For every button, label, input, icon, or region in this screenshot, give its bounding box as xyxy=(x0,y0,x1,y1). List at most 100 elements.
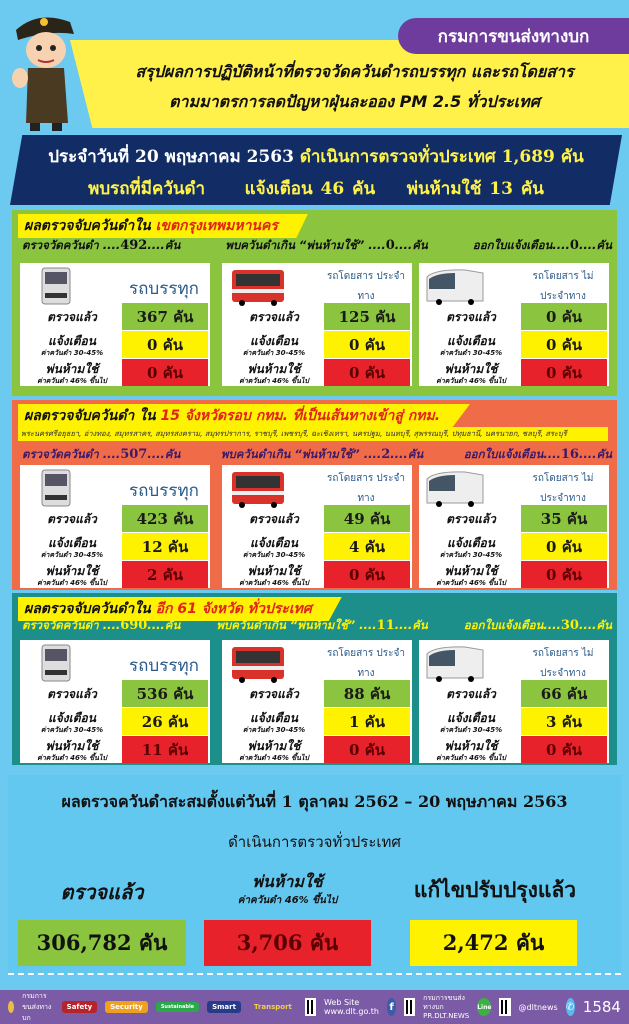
vehicle-type: รถโดยสาร ไม่ประจำทาง xyxy=(532,648,594,679)
city-bus-card: รถโดยสาร ประจำทาง ตรวจแล้ว 49 คัน แจ้งเตื… xyxy=(222,465,412,588)
vehicle-type: รถโดยสาร ประจำทาง xyxy=(327,473,405,504)
section-stats: ตรวจวัดควันดำ ....690....คัน พบควันดำเกิ… xyxy=(22,617,612,635)
officer-mascot-icon xyxy=(12,17,74,131)
row-checked: ตรวจแล้ว 35 คัน xyxy=(419,505,609,533)
header-title-line2: ตามมาตรการลดปัญหาฝุ่นละออง PM 2.5 ทั่วปร… xyxy=(169,92,540,111)
warned-label: แจ้งเตือน ค่าควันดำ 30-45% xyxy=(439,334,503,357)
stat-measured: ตรวจวัดควันดำ ....492....คัน xyxy=(22,238,181,253)
banned-value: 2 คัน xyxy=(122,561,208,588)
city-bus-icon xyxy=(232,270,284,306)
banned-label: พ่นห้ามใช้ ค่าควันดำ 46% ขึ้นไป xyxy=(239,739,309,762)
stat-warned: ออกใบแจ้งเตือน....30....คัน xyxy=(463,618,612,633)
banned-label: พ่นห้ามใช้ ค่าควันดำ 46% ขึ้นไป xyxy=(436,564,506,587)
line-icon[interactable]: Line xyxy=(477,998,492,1016)
daily-date: ประจำวันที่ 20 พฤษภาคม 2563 xyxy=(48,147,294,167)
daily-checked: ดำเนินการตรวจทั่วประเทศ 1,689 คัน xyxy=(299,147,584,167)
warned-value: 12 คัน xyxy=(122,533,208,560)
province-list: พระนครศรีอยุธยา, อ่างทอง, สมุทรสาคร, สมุ… xyxy=(18,427,608,441)
hotline[interactable]: 1584 xyxy=(582,998,621,1016)
warned-label: แจ้งเตือน ค่าควันดำ 30-45% xyxy=(242,536,306,559)
vehicle-type: รถโดยสาร ประจำทาง xyxy=(327,648,405,679)
row-warned: แจ้งเตือน ค่าควันดำ 30-45% 3 คัน xyxy=(419,708,609,736)
checked-value: 536 คัน xyxy=(122,680,208,707)
warned-value: 4 คัน xyxy=(324,533,410,560)
warned-label: แจ้งเตือน ค่าควันดำ 30-45% xyxy=(40,711,104,734)
row-banned: พ่นห้ามใช้ ค่าควันดำ 46% ขึ้นไป 0 คัน xyxy=(419,359,609,387)
row-checked: ตรวจแล้ว 0 คัน xyxy=(419,303,609,331)
coach-bus-card: รถโดยสาร ไม่ประจำทาง ตรวจแล้ว 0 คัน แจ้งเ… xyxy=(419,263,609,386)
footer-website[interactable]: Web Site www.dlt.go.th xyxy=(324,998,379,1016)
truck-icon xyxy=(41,644,71,682)
qr-code-icon xyxy=(499,998,511,1016)
row-banned: พ่นห้ามใช้ ค่าควันดำ 46% ขึ้นไป 2 คัน xyxy=(20,561,210,589)
row-banned: พ่นห้ามใช้ ค่าควันดำ 46% ขึ้นไป 0 คัน xyxy=(222,359,412,387)
checked-label: ตรวจแล้ว xyxy=(47,310,97,324)
section-title: ผลตรวจจับควันดำใน อีก 61 จังหวัด ทั่วประ… xyxy=(18,597,342,621)
row-warned: แจ้งเตือน ค่าควันดำ 30-45% 0 คัน xyxy=(419,533,609,561)
row-checked: ตรวจแล้ว 423 คัน xyxy=(20,505,210,533)
row-banned: พ่นห้ามใช้ ค่าควันดำ 46% ขึ้นไป 0 คัน xyxy=(419,561,609,589)
section-title-text: ผลตรวจจับควันดำ ใน xyxy=(24,408,156,424)
chip-security: Security xyxy=(105,1001,148,1013)
facebook-icon[interactable]: f xyxy=(386,998,397,1016)
warned-label: แจ้งเตือน ค่าควันดำ 30-45% xyxy=(40,536,104,559)
section-title-highlight: เขตกรุงเทพมหานคร xyxy=(155,218,278,234)
summary-fixed-label: แก้ไขปรับปรุงแล้ว xyxy=(413,878,577,902)
daily-found-label: พบรถที่มีควันดำ xyxy=(88,179,206,199)
section-title: ผลตรวจจับควันดำ ใน 15 จังหวัดรอบ กทม. ที… xyxy=(18,404,471,428)
coach-bus-card: รถโดยสาร ไม่ประจำทาง ตรวจแล้ว 66 คัน แจ้ง… xyxy=(419,640,609,763)
warned-value: 1 คัน xyxy=(324,708,410,735)
checked-label: ตรวจแล้ว xyxy=(47,687,97,701)
banned-label: พ่นห้ามใช้ ค่าควันดำ 46% ขึ้นไป xyxy=(239,564,309,587)
row-checked: ตรวจแล้ว 88 คัน xyxy=(222,680,412,708)
banned-label: พ่นห้ามใช้ ค่าควันดำ 46% ขึ้นไป xyxy=(37,564,107,587)
stat-banned: พบควันดำเกิน “พ่นห้ามใช้” ....2....คัน xyxy=(220,447,424,462)
stat-warned-value: 0 xyxy=(569,238,579,253)
stat-measured-value: 690 xyxy=(120,618,148,633)
city-bus-card: รถโดยสาร ประจำทาง ตรวจแล้ว 125 คัน แจ้งเต… xyxy=(222,263,412,386)
warned-value: 0 คัน xyxy=(324,331,410,358)
row-banned: พ่นห้ามใช้ ค่าควันดำ 46% ขึ้นไป 0 คัน xyxy=(222,561,412,589)
qr-code-icon xyxy=(304,998,316,1016)
checked-label: ตรวจแล้ว xyxy=(446,687,496,701)
row-warned: แจ้งเตือน ค่าควันดำ 30-45% 4 คัน xyxy=(222,533,412,561)
row-banned: พ่นห้ามใช้ ค่าควันดำ 46% ขึ้นไป 0 คัน xyxy=(222,736,412,764)
banned-value: 0 คัน xyxy=(521,359,607,386)
banned-label: พ่นห้ามใช้ ค่าควันดำ 46% ขึ้นไป xyxy=(436,739,506,762)
dlt-logo-icon xyxy=(8,1001,15,1013)
vehicle-type: รถบรรทุก xyxy=(129,656,199,676)
row-banned: พ่นห้ามใช้ ค่าควันดำ 46% ขึ้นไป 11 คัน xyxy=(20,736,210,764)
daily-warned: แจ้งเตือน 46 คัน xyxy=(244,179,376,199)
stat-warned-value: 30 xyxy=(560,618,579,633)
daily-summary-band xyxy=(10,135,622,205)
city-bus-icon xyxy=(232,647,284,683)
section-0: ผลตรวจจับควันดำใน เขตกรุงเทพมหานคร ตรวจว… xyxy=(12,210,617,396)
checked-value: 367 คัน xyxy=(122,303,208,330)
warned-label: แจ้งเตือน ค่าควันดำ 30-45% xyxy=(40,334,104,357)
checked-label: ตรวจแล้ว xyxy=(47,512,97,526)
stat-warned: ออกใบแจ้งเตือน....0....คัน xyxy=(472,238,612,253)
row-checked: ตรวจแล้ว 125 คัน xyxy=(222,303,412,331)
banned-label: พ่นห้ามใช้ ค่าควันดำ 46% ขึ้นไป xyxy=(37,362,107,385)
section-stats: ตรวจวัดควันดำ ....492....คัน พบควันดำเกิ… xyxy=(22,237,612,255)
truck-card: รถบรรทุก ตรวจแล้ว 367 คัน แจ้งเตือน ค่าควั… xyxy=(20,263,210,386)
summary-banned-title: พ่นห้ามใช้ xyxy=(252,872,323,891)
banned-label: พ่นห้ามใช้ ค่าควันดำ 46% ขึ้นไป xyxy=(436,362,506,385)
warned-label: แจ้งเตือน ค่าควันดำ 30-45% xyxy=(439,711,503,734)
section-stats: ตรวจวัดควันดำ ....507....คัน พบควันดำเกิ… xyxy=(22,446,612,464)
row-banned: พ่นห้ามใช้ ค่าควันดำ 46% ขึ้นไป 0 คัน xyxy=(419,736,609,764)
checked-value: 0 คัน xyxy=(521,303,607,330)
section-title-highlight: อีก 61 จังหวัด ทั่วประเทศ xyxy=(155,601,312,617)
checked-value: 423 คัน xyxy=(122,505,208,532)
checked-value: 88 คัน xyxy=(324,680,410,707)
footer-line-id[interactable]: @dltnews xyxy=(518,1002,558,1012)
stat-measured-value: 507 xyxy=(120,447,148,462)
summary-banned-sub: ค่าควันดำ 46% ขึ้นไป xyxy=(237,895,338,906)
website-url[interactable]: www.dlt.go.th xyxy=(323,1007,379,1016)
truck-icon xyxy=(41,469,71,507)
chip-smart: Smart xyxy=(207,1001,241,1013)
stat-measured: ตรวจวัดควันดำ ....507....คัน xyxy=(22,447,181,462)
footer-facebook[interactable]: กรมการขนส่งทางบก PR.DLT.NEWS xyxy=(423,994,469,1021)
banned-label: พ่นห้ามใช้ ค่าควันดำ 46% ขึ้นไป xyxy=(239,362,309,385)
vehicle-type: รถบรรทุก xyxy=(129,279,199,299)
